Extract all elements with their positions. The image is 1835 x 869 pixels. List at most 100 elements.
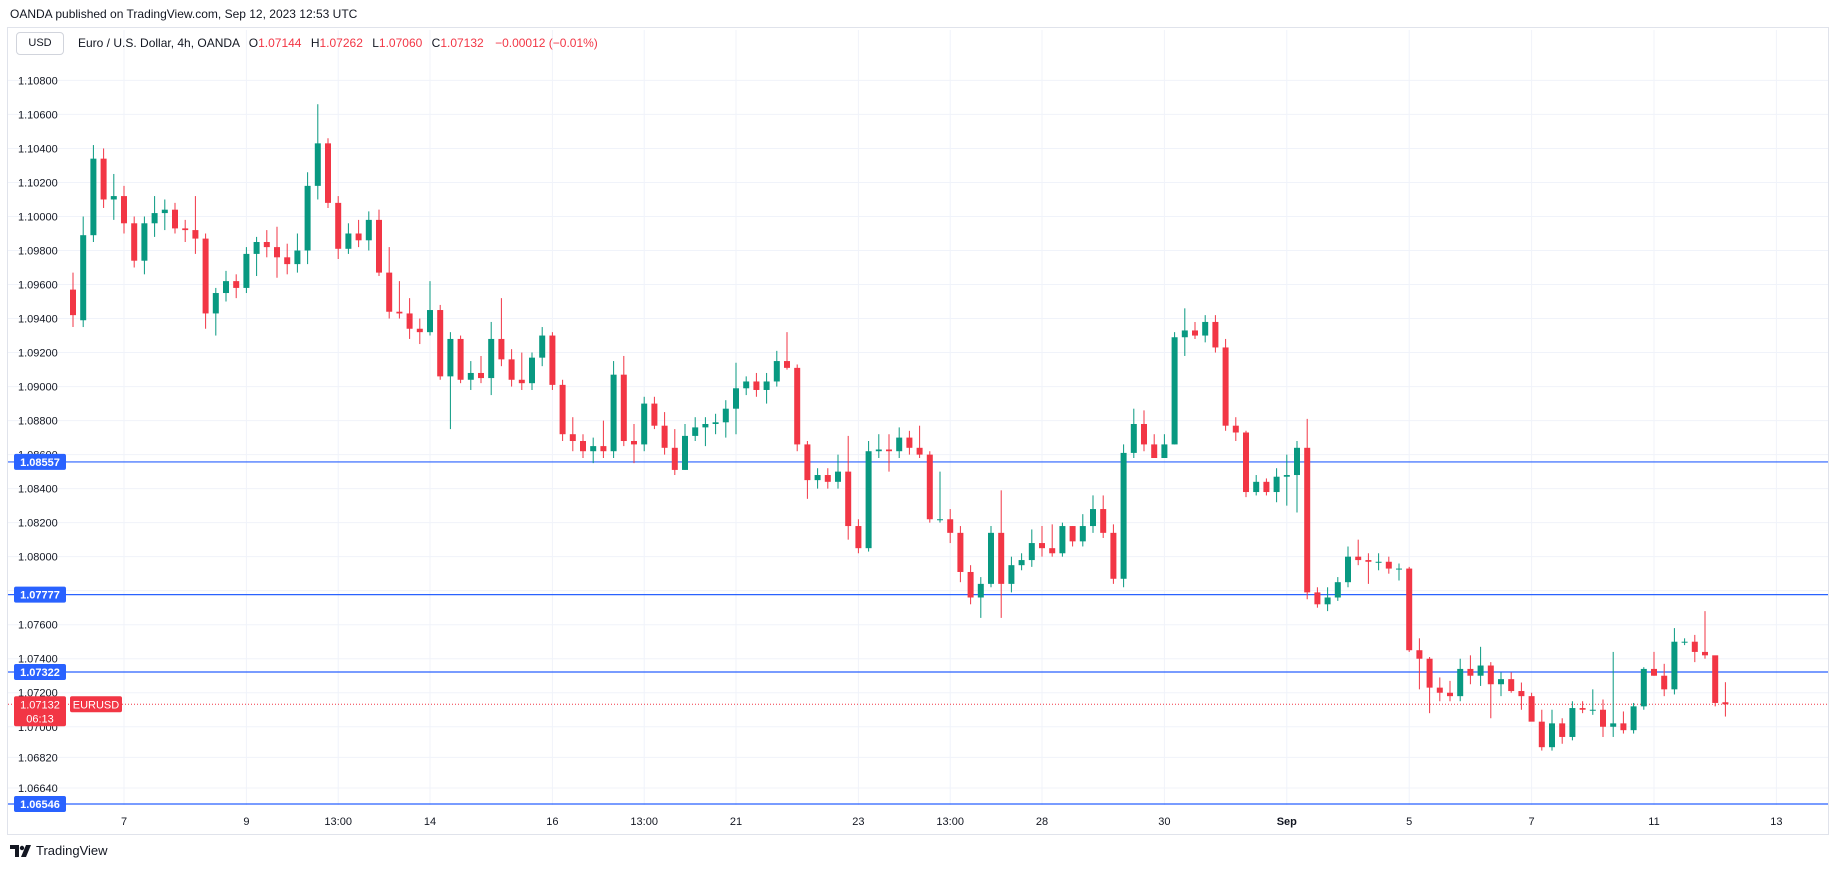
time-tick-label: 13:00: [324, 816, 352, 828]
candle-body: [1671, 641, 1678, 690]
time-tick-label: 28: [1036, 816, 1048, 828]
candle-body: [1712, 655, 1719, 703]
candles-layer: [70, 104, 1729, 751]
candle-body: [1416, 650, 1423, 659]
candle-body: [916, 447, 923, 455]
candle-body: [957, 532, 964, 572]
candle-body: [651, 403, 658, 426]
price-labels-layer: 1.08557 1.07777 1.07322 1.06546 1.07132 06:13…: [14, 453, 122, 812]
candle-body: [314, 143, 321, 186]
price-tick-label: 1.10600: [18, 109, 58, 121]
close-key: C: [431, 36, 441, 50]
candle-body: [1528, 696, 1535, 722]
candle-body: [794, 367, 801, 445]
candle-body: [529, 357, 535, 384]
candle-body: [671, 447, 678, 470]
candle-body: [1651, 668, 1657, 676]
candle-body: [427, 310, 433, 333]
candle-body: [1283, 475, 1290, 477]
time-tick-label: 23: [852, 816, 864, 828]
low-value: 1.07060: [378, 36, 423, 50]
candle-body: [1508, 679, 1515, 692]
brand-footer[interactable]: TradingView: [10, 843, 108, 858]
candle-body: [835, 471, 841, 482]
candle-body: [1110, 532, 1117, 579]
candle-body: [151, 213, 158, 224]
candle-body: [1181, 330, 1188, 338]
price-tick-label: 1.09000: [18, 382, 58, 394]
candle-body: [1681, 641, 1688, 643]
candle-body: [90, 158, 97, 236]
time-tick-label: 30: [1158, 816, 1170, 828]
high-key: H: [310, 36, 320, 50]
candle-body: [1120, 452, 1127, 579]
candle-body: [1457, 668, 1464, 697]
change-value: −0.00012 (−0.01%): [495, 36, 598, 50]
price-tick-label: 1.10200: [18, 177, 58, 189]
candle-body: [712, 422, 719, 424]
candle-body: [1222, 347, 1229, 426]
candle-body: [508, 359, 515, 380]
candle-body: [478, 372, 484, 379]
candle-body: [304, 185, 311, 251]
candle-body: [1406, 568, 1413, 651]
candle-body: [131, 223, 138, 261]
level-price-label: 1.07777: [20, 590, 60, 602]
candle-body: [161, 209, 168, 214]
candle-body: [1334, 582, 1341, 598]
candle-body: [784, 361, 790, 368]
candle-body: [325, 143, 331, 203]
candle-body: [1161, 444, 1168, 459]
candle-body: [223, 281, 229, 294]
candle-body: [1569, 708, 1576, 737]
symbol-label: Euro / U.S. Dollar, 4h, OANDA: [78, 36, 240, 50]
candle-body: [1538, 721, 1545, 748]
candle-body: [518, 379, 525, 384]
currency-button[interactable]: USD: [16, 32, 64, 55]
candle-body: [212, 293, 219, 314]
candle-body: [1487, 665, 1494, 685]
last-price-label-bg: [14, 696, 66, 727]
candle-body: [1345, 556, 1351, 583]
candle-body: [1640, 668, 1647, 707]
publisher-line: OANDA published on TradingView.com, Sep …: [10, 7, 358, 21]
candle-body: [1314, 592, 1321, 605]
candle-body: [1243, 432, 1249, 493]
candle-body: [1691, 641, 1698, 652]
open-key: O: [248, 36, 259, 50]
candle-body: [121, 196, 127, 224]
candle-body: [1620, 723, 1627, 731]
time-axis-layer: 7 9 13:00 14 16 13:00 21 23 13:00 28 30 Sep 5 7 11 13: [121, 816, 1783, 828]
level-label-bg: [14, 586, 66, 603]
candle-body: [202, 238, 209, 314]
candle-body: [661, 425, 668, 448]
price-axis-layer: 1.066401.068201.070001.072001.074001.076…: [18, 75, 58, 795]
candle-body: [631, 441, 637, 445]
candle-body: [233, 281, 240, 288]
brand-name: TradingView: [36, 843, 108, 858]
candle-body: [1702, 651, 1708, 656]
time-tick-label: 5: [1406, 816, 1412, 828]
candle-body: [824, 475, 831, 482]
candle-body: [886, 449, 892, 452]
candle-body: [365, 219, 372, 241]
candle-body: [600, 446, 607, 452]
candle-body: [274, 247, 280, 258]
grid-layer: [8, 30, 1828, 805]
candle-body: [1263, 481, 1270, 493]
candle-body: [141, 223, 148, 261]
candle-body: [998, 532, 1005, 584]
candle-body: [80, 235, 87, 321]
candle-body: [1141, 423, 1147, 445]
candle-body: [988, 532, 994, 584]
price-tick-label: 1.10400: [18, 143, 58, 155]
candle-body: [437, 310, 444, 377]
price-tick-label: 1.08800: [18, 416, 58, 428]
candle-body: [733, 388, 739, 409]
candle-body: [937, 519, 943, 521]
price-tick-label: 1.07400: [18, 654, 58, 666]
candle-body: [447, 338, 454, 377]
time-tick-label: 7: [1529, 816, 1535, 828]
close-value: 1.07132: [440, 36, 484, 50]
